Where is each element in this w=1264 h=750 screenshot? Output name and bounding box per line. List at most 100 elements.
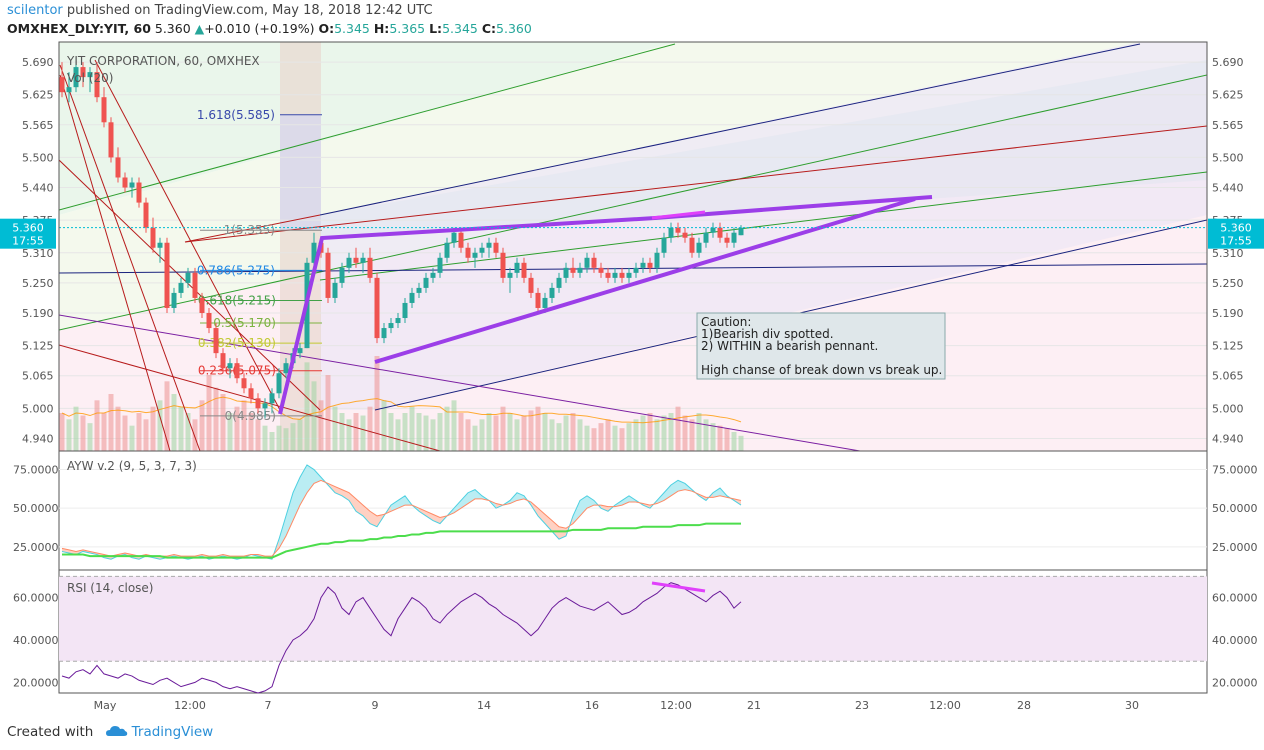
candle-body (675, 227, 681, 233)
volume-bar (122, 415, 128, 451)
volume-bar (255, 419, 261, 451)
open-value: 5.345 (334, 21, 370, 36)
ayw-fill-segment (475, 489, 482, 499)
candle-body (535, 292, 541, 308)
volume-bar (570, 413, 576, 451)
volume-bar (465, 419, 471, 451)
tradingview-link[interactable]: TradingView (131, 724, 214, 740)
candle-body (696, 242, 702, 253)
ayw-y-tick-left: 25.0000 (13, 541, 59, 554)
y-tick-left: 5.310 (22, 247, 54, 260)
trend-line (59, 64, 201, 451)
x-tick-label: 12:00 (174, 699, 206, 712)
candle-body (262, 403, 268, 409)
volume-bar (556, 423, 562, 451)
volume-bar (416, 413, 422, 451)
volume-bar (507, 413, 513, 451)
rsi-title: RSI (14, close) (67, 581, 153, 595)
publish-text: published on TradingView.com, May 18, 20… (66, 3, 433, 18)
volume-bar (395, 419, 401, 451)
rsi-y-tick-left: 60.0000 (13, 592, 59, 605)
volume-bar (66, 419, 72, 451)
volume-bar (472, 425, 478, 451)
candle-body (73, 67, 79, 88)
candle-body (633, 267, 639, 273)
candle-body (542, 297, 548, 308)
pennant-lower-line (374, 197, 916, 364)
candle-body (227, 363, 233, 369)
candle-body (689, 237, 695, 253)
candle-body (703, 232, 709, 243)
ayw-fill-segment (552, 520, 559, 540)
ayw-title: AYW v.2 (9, 5, 3, 7, 3) (67, 459, 197, 473)
volume-bar (164, 381, 170, 451)
candle-body (108, 122, 114, 158)
candle-body (591, 257, 597, 268)
volume-bar (514, 419, 520, 451)
countdown-label-left: 17:55 (12, 235, 44, 248)
tradingview-cloud-icon (105, 726, 127, 736)
candle-body (150, 227, 156, 248)
candle-body (178, 282, 184, 293)
y-tick-right: 5.310 (1212, 247, 1244, 260)
y-tick-right: 5.190 (1212, 307, 1244, 320)
volume-bar (612, 425, 618, 451)
volume-bar (136, 413, 142, 451)
volume-bar (724, 428, 730, 451)
candle-body (59, 77, 65, 93)
ayw-fill-segment (587, 495, 594, 509)
rsi-y-tick-right: 60.0000 (1212, 592, 1258, 605)
y-tick-left: 5.190 (22, 307, 54, 320)
volume-bar (493, 415, 499, 451)
volume-bar (374, 356, 380, 451)
trend-line (59, 314, 861, 451)
volume-bar (661, 415, 667, 451)
volume-bar (178, 406, 184, 451)
candle-body (423, 277, 429, 288)
last-price-tag-left (0, 218, 56, 249)
fib-level-label: 0.382(5.130) (198, 336, 276, 350)
candle-body (199, 297, 205, 313)
volume-bar (353, 413, 359, 451)
annotation-line: 1)Bearish div spotted. (701, 327, 834, 341)
author-link[interactable]: scilentor (7, 3, 63, 18)
candle-body (563, 267, 569, 278)
candle-body (619, 272, 625, 278)
volume-bar (101, 413, 107, 451)
trend-line (59, 74, 171, 451)
candle-body (297, 348, 303, 354)
volume-bar (80, 415, 86, 451)
candle-body (185, 272, 191, 283)
ayw-fill-segment (314, 469, 321, 484)
main-chart-title: YIT CORPORATION, 60, OMXHEX (66, 54, 260, 68)
fib-level-label: 0(4.985) (225, 409, 276, 423)
rsi-divergence-line (651, 581, 706, 593)
ayw-signal-line (62, 522, 741, 559)
ayw-fill-segment (622, 495, 629, 506)
ayw-fill-segment (419, 508, 426, 516)
ayw-slow-line (61, 479, 742, 557)
last-price-tag-right (1208, 218, 1264, 249)
candle-body (395, 318, 401, 324)
volume-bar (367, 406, 373, 451)
volume-bar (304, 362, 310, 451)
candle-body (556, 277, 562, 288)
volume-bar (73, 406, 79, 451)
volume-bar (409, 406, 415, 451)
volume-bar (521, 415, 527, 451)
x-tick-label: 21 (747, 699, 761, 712)
volume-bar (689, 419, 695, 451)
ayw-fill-segment (286, 492, 293, 536)
ayw-fill-segment (335, 486, 342, 496)
ayw-fill-segment (559, 526, 566, 540)
volume-bar (703, 419, 709, 451)
rsi-y-tick-left: 20.0000 (13, 676, 59, 689)
annotation-line: 2) WITHIN a bearish pennant. (701, 339, 878, 353)
volume-bar (94, 400, 100, 451)
candle-body (451, 232, 457, 243)
ayw-y-tick-right: 50.0000 (1212, 502, 1258, 515)
rsi-y-tick-left: 40.0000 (13, 634, 59, 647)
volume-bar (542, 413, 548, 451)
candle-body (122, 177, 128, 188)
